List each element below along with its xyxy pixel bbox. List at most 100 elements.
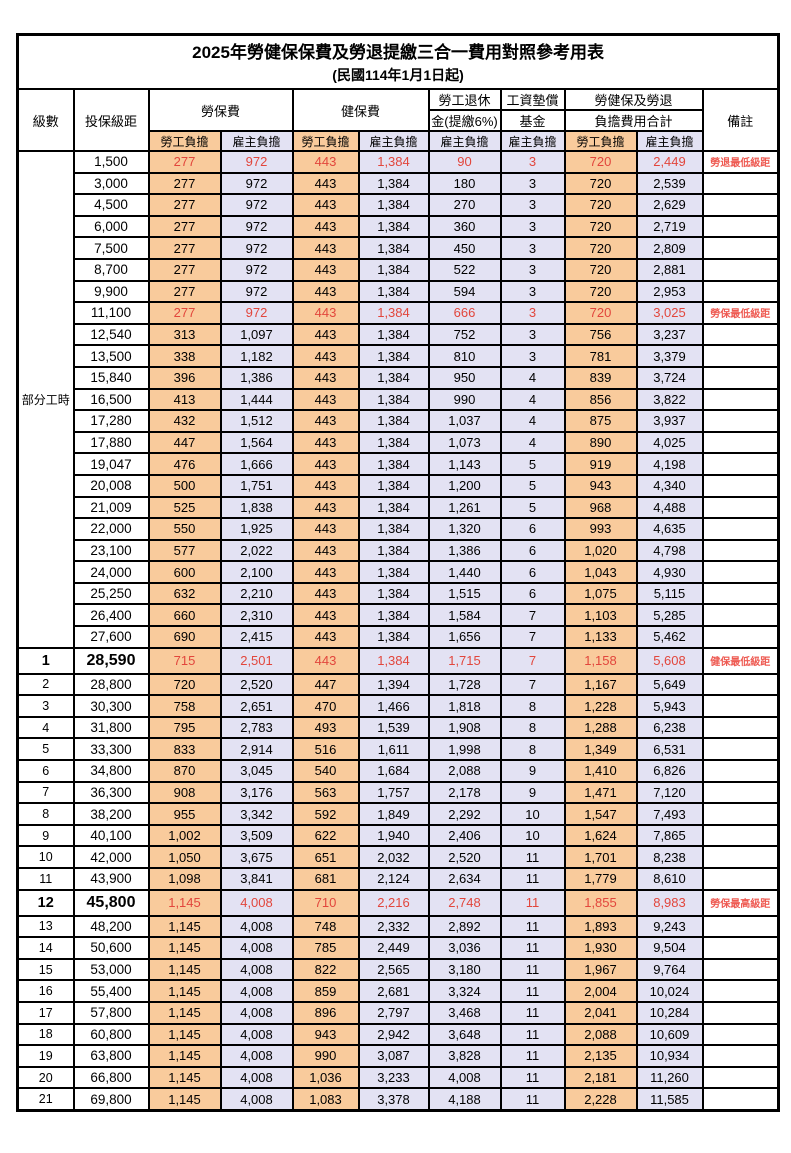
health-employer-cell: 2,681	[357, 979, 430, 1003]
labor-employer-cell: 3,045	[219, 759, 294, 783]
table-row: 8 38,200 955 3,342 592 1,849 2,292 10 1,547 7,493	[16, 802, 780, 826]
health-employer-cell: 1,384	[357, 409, 430, 433]
labor-employer-cell: 972	[219, 236, 294, 260]
wage-arrears-employer-cell: 9	[499, 780, 566, 805]
wage-arrears-employer-cell: 10	[499, 823, 566, 848]
remark-cell	[701, 802, 780, 826]
labor-employee-cell: 1,145	[147, 979, 222, 1003]
table-row: 23,100 577 2,022 443 1,384 1,386 6 1,020 4,798	[18, 538, 780, 563]
health-employee-cell: 443	[291, 452, 360, 476]
total-employee-cell: 968	[563, 495, 638, 520]
total-employer-cell: 5,943	[635, 694, 704, 718]
table-row: 7 36,300 908 3,176 563 1,757 2,178 9 1,471 7,120	[16, 780, 780, 805]
labor-employee-cell: 277	[147, 171, 222, 196]
labor-employee-cell: 1,145	[147, 1065, 222, 1090]
table-row: 17,280 432 1,512 443 1,384 1,037 4 875 3,937	[18, 409, 780, 433]
bracket-cell: 33,300	[72, 737, 150, 762]
labor-employer-cell: 2,310	[219, 603, 294, 628]
subheader-arrears-employer: 雇主負擔	[499, 130, 566, 152]
remark-cell	[701, 473, 780, 498]
header-row-2: 金(提繳6%) 基金 負擔費用合計	[18, 109, 779, 132]
wage-arrears-employer-cell: 11	[499, 1044, 566, 1068]
health-employee-cell: 859	[291, 979, 360, 1003]
total-employer-cell: 5,649	[635, 672, 704, 697]
bracket-cell: 15,840	[72, 365, 150, 390]
remark-cell	[701, 452, 780, 476]
wage-arrears-employer-cell: 3	[499, 301, 566, 325]
health-employer-cell: 1,384	[357, 279, 430, 304]
health-employer-cell: 1,384	[357, 214, 430, 239]
wage-arrears-employer-cell: 4	[499, 430, 566, 455]
labor-employee-cell: 1,145	[147, 1087, 222, 1112]
pension-employer-cell: 1,715	[427, 646, 502, 675]
table-title-block: 2025年勞健保保費及勞退提繳三合一費用對照參考用表 (民國114年1月1日起)	[16, 33, 780, 90]
total-employer-cell: 10,609	[635, 1022, 704, 1047]
total-employee-cell: 720	[563, 236, 638, 260]
labor-employer-cell: 4,008	[219, 957, 294, 982]
labor-employee-cell: 660	[147, 603, 222, 628]
pension-employer-cell: 1,728	[427, 672, 502, 697]
col-header-level: 級數	[16, 88, 75, 152]
health-employer-cell: 1,384	[357, 344, 430, 368]
table-row: 21 69,800 1,145 4,008 1,083 3,378 4,188 11 2,228…	[16, 1087, 780, 1112]
labor-employer-cell: 4,008	[219, 1022, 294, 1047]
remark-cell	[701, 214, 780, 239]
remark-cell	[701, 823, 780, 848]
total-employee-cell: 1,167	[563, 672, 638, 697]
health-employer-cell: 1,384	[357, 430, 430, 455]
total-employee-cell: 2,181	[563, 1065, 638, 1090]
col-header-pension-line2: 金(提繳6%)	[427, 109, 502, 132]
labor-employee-cell: 1,145	[147, 936, 222, 960]
header-row-1: 級數 投保級距 勞保費 健保費 勞工退休 工資墊償 勞健保及勞退 備註	[16, 88, 780, 152]
bracket-cell: 30,300	[72, 694, 150, 718]
remark-cell	[701, 409, 780, 433]
table-row: 2 28,800 720 2,520 447 1,394 1,728 7 1,167 5,649	[16, 672, 780, 697]
table-row: 11,100 277 972 443 1,384 666 3 720 3,025 勞保最低級距	[18, 301, 780, 325]
remark-cell	[701, 193, 780, 217]
health-employee-cell: 443	[291, 365, 360, 390]
labor-employee-cell: 600	[147, 560, 222, 584]
total-employee-cell: 890	[563, 430, 638, 455]
wage-arrears-employer-cell: 11	[499, 888, 566, 917]
labor-employee-cell: 715	[147, 646, 222, 675]
health-employee-cell: 943	[291, 1022, 360, 1047]
labor-employer-cell: 4,008	[219, 1044, 294, 1068]
labor-employee-cell: 277	[147, 150, 222, 174]
health-employee-cell: 592	[291, 802, 360, 826]
pension-employer-cell: 2,892	[427, 914, 502, 939]
labor-employee-cell: 758	[147, 694, 222, 718]
subheader-total-employee: 勞工負擔	[563, 130, 638, 152]
total-employee-cell: 1,624	[563, 823, 638, 848]
wage-arrears-employer-cell: 3	[499, 322, 566, 347]
level-cell: 15	[16, 957, 75, 982]
labor-employer-cell: 3,675	[219, 845, 294, 869]
total-employee-cell: 2,041	[563, 1000, 638, 1025]
col-header-wage-arrears-line1: 工資墊償	[499, 88, 566, 111]
labor-employee-cell: 577	[147, 538, 222, 563]
table-row: 9 40,100 1,002 3,509 622 1,940 2,406 10 1,624 7,8…	[16, 823, 780, 848]
wage-arrears-employer-cell: 3	[499, 257, 566, 282]
pension-employer-cell: 90	[427, 150, 502, 174]
remark-cell	[701, 759, 780, 783]
total-employee-cell: 1,075	[563, 581, 638, 606]
labor-employer-cell: 2,100	[219, 560, 294, 584]
level-cell: 7	[16, 780, 75, 805]
pension-employer-cell: 3,468	[427, 1000, 502, 1025]
labor-employer-cell: 2,415	[219, 625, 294, 649]
health-employee-cell: 443	[291, 301, 360, 325]
health-employee-cell: 1,083	[291, 1087, 360, 1112]
total-employer-cell: 2,629	[635, 193, 704, 217]
pension-employer-cell: 1,998	[427, 737, 502, 762]
labor-employer-cell: 972	[219, 257, 294, 282]
health-employer-cell: 1,384	[357, 236, 430, 260]
health-employee-cell: 540	[291, 759, 360, 783]
health-employee-cell: 443	[291, 279, 360, 304]
wage-arrears-employer-cell: 11	[499, 957, 566, 982]
labor-employer-cell: 4,008	[219, 1087, 294, 1112]
health-employer-cell: 1,384	[357, 625, 430, 649]
level-cell: 3	[16, 694, 75, 718]
table-row: 6,000 277 972 443 1,384 360 3 720 2,719	[18, 214, 780, 239]
remark-cell	[701, 279, 780, 304]
total-employee-cell: 2,228	[563, 1087, 638, 1112]
labor-employer-cell: 3,509	[219, 823, 294, 848]
